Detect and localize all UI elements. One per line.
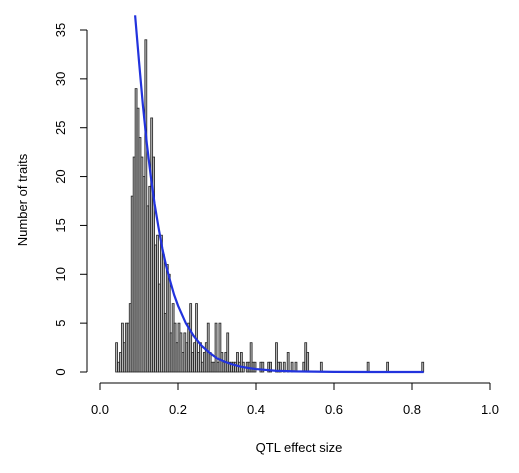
histogram-bar-74 (269, 361, 272, 373)
histogram-bar-88 (421, 361, 425, 373)
x-tick-label-1: 0.2 (169, 402, 187, 417)
y-axis-label: Number of traits (15, 153, 30, 246)
histogram-bar-70 (253, 361, 257, 373)
histogram-bar-0 (115, 342, 118, 373)
histogram-bar-75 (275, 342, 278, 373)
y-tick-label-4: 20 (53, 169, 68, 183)
histogram-bar-72 (261, 361, 265, 373)
histogram-bar-68 (249, 342, 253, 373)
y-tick-label-6: 30 (53, 72, 68, 86)
histogram-bars (115, 39, 425, 373)
x-tick-label-3: 0.6 (325, 402, 343, 417)
y-tick-label-7: 35 (53, 23, 68, 37)
x-tick-label-0: 0.0 (91, 402, 109, 417)
histogram-bar-47 (206, 322, 210, 373)
y-tick-label-2: 10 (53, 267, 68, 281)
histogram-bar-79 (286, 352, 290, 373)
histogram-bar-87 (386, 361, 389, 373)
x-tick-label-5: 1.0 (481, 402, 499, 417)
y-tick-label-3: 15 (53, 218, 68, 232)
fitted-curve (134, 15, 424, 374)
y-tick-label-0: 0 (53, 368, 68, 375)
histogram-bar-51 (214, 322, 218, 373)
y-axis: 0 5 10 15 20 25 30 35 (53, 23, 88, 376)
histogram-bar-86 (366, 361, 370, 373)
x-tick-label-2: 0.4 (247, 402, 265, 417)
y-tick-label-5: 25 (53, 120, 68, 134)
x-axis-label: QTL effect size (256, 440, 343, 455)
histogram-bar-84 (306, 352, 310, 373)
histogram-bar-57 (226, 332, 230, 373)
x-tick-label-4: 0.8 (403, 402, 421, 417)
histogram-bar-38 (189, 303, 193, 373)
y-tick-label-1: 5 (53, 320, 68, 327)
histogram-bar-85 (319, 361, 323, 373)
x-axis: 0.0 0.2 0.4 0.6 0.8 1.0 (91, 382, 499, 417)
histogram-bar-53 (218, 322, 222, 373)
